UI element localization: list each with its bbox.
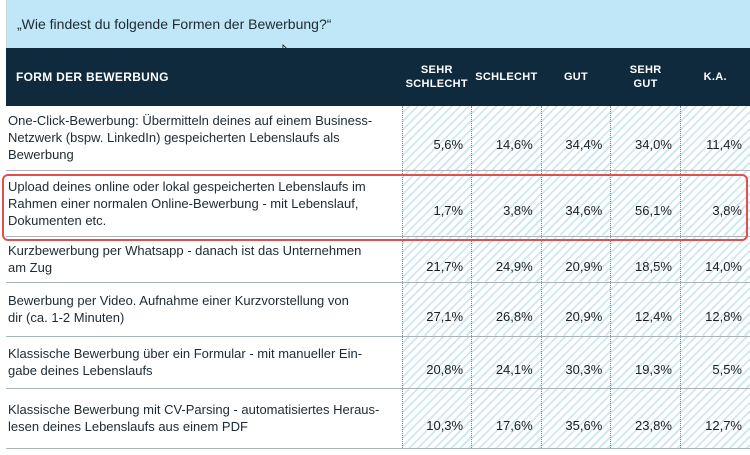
question-banner: „Wie findest du folgende Formen der Bewe…: [6, 0, 750, 48]
results-table: FORM DER BEWERBUNG SEHR SCHLECHT SCHLECHT…: [6, 48, 750, 449]
table-row: Kurzbewerbung per Whatsapp - danach ist …: [6, 236, 750, 282]
row-label: One-Click-Bewerbung: Übermitteln deines …: [8, 113, 373, 163]
table-row: Klassische Bewerbung mit CV-Parsing - au…: [6, 388, 750, 448]
row-label: Kurzbewerbung per Whatsapp - danach ist …: [8, 243, 362, 275]
value-cell: 34,4%: [540, 106, 611, 170]
table-row-highlighted: Upload deines online oder lokal gespeich…: [6, 170, 750, 236]
table-row: Bewerbung per Video. Aufnahme einer Kurz…: [6, 282, 750, 336]
header-ka: K.A.: [703, 71, 727, 83]
value-cell: 24,9%: [471, 236, 542, 282]
value-cell: 20,9%: [540, 236, 611, 282]
value-cell: 12,7%: [679, 388, 750, 448]
value-cell: 27,1%: [401, 282, 472, 336]
value-cell: 34,6%: [540, 170, 611, 236]
header-schlecht: SCHLECHT: [475, 71, 538, 83]
value-cell: 11,4%: [679, 106, 750, 170]
value-cell: 56,1%: [610, 170, 681, 236]
header-sehr-schlecht: SEHR SCHLECHT: [405, 64, 468, 90]
value-cell: 14,0%: [679, 236, 750, 282]
table-row: One-Click-Bewerbung: Übermitteln deines …: [6, 106, 750, 170]
value-cell: 10,3%: [401, 388, 472, 448]
value-cell: 20,9%: [540, 282, 611, 336]
value-cell: 5,5%: [679, 336, 750, 388]
row-label: Bewerbung per Video. Aufnahme einer Kurz…: [8, 293, 349, 325]
row-label: Klassische Bewerbung mit CV-Parsing - au…: [8, 402, 380, 434]
value-cell: 20,8%: [401, 336, 472, 388]
value-cell: 18,5%: [610, 236, 681, 282]
value-cell: 5,6%: [401, 106, 472, 170]
value-cell: 26,8%: [471, 282, 542, 336]
mouse-cursor-icon: [282, 44, 292, 58]
value-cell: 30,3%: [540, 336, 611, 388]
table-row: Klassische Bewerbung über ein Formular -…: [6, 336, 750, 388]
value-cell: 12,8%: [679, 282, 750, 336]
value-cell: 12,4%: [610, 282, 681, 336]
value-cell: 3,8%: [471, 170, 542, 236]
header-gut: GUT: [563, 71, 589, 83]
value-cell: 17,6%: [471, 388, 542, 448]
table-header-row: FORM DER BEWERBUNG SEHR SCHLECHT SCHLECHT…: [6, 48, 750, 106]
value-cell: 19,3%: [610, 336, 681, 388]
value-cell: 14,6%: [471, 106, 542, 170]
value-cell: 3,8%: [679, 170, 750, 236]
value-cell: 34,0%: [610, 106, 681, 170]
value-cell: 1,7%: [401, 170, 472, 236]
value-cell: 35,6%: [540, 388, 611, 448]
header-sehr-gut: SEHR GUT: [629, 64, 662, 90]
row-label: Klassische Bewerbung über ein Formular -…: [8, 346, 363, 378]
value-cell: 23,8%: [610, 388, 681, 448]
row-label: Upload deines online oder lokal gespeich…: [8, 178, 366, 228]
value-cell: 24,1%: [471, 336, 542, 388]
value-cell: 21,7%: [401, 236, 472, 282]
header-form: FORM DER BEWERBUNG: [16, 70, 169, 84]
